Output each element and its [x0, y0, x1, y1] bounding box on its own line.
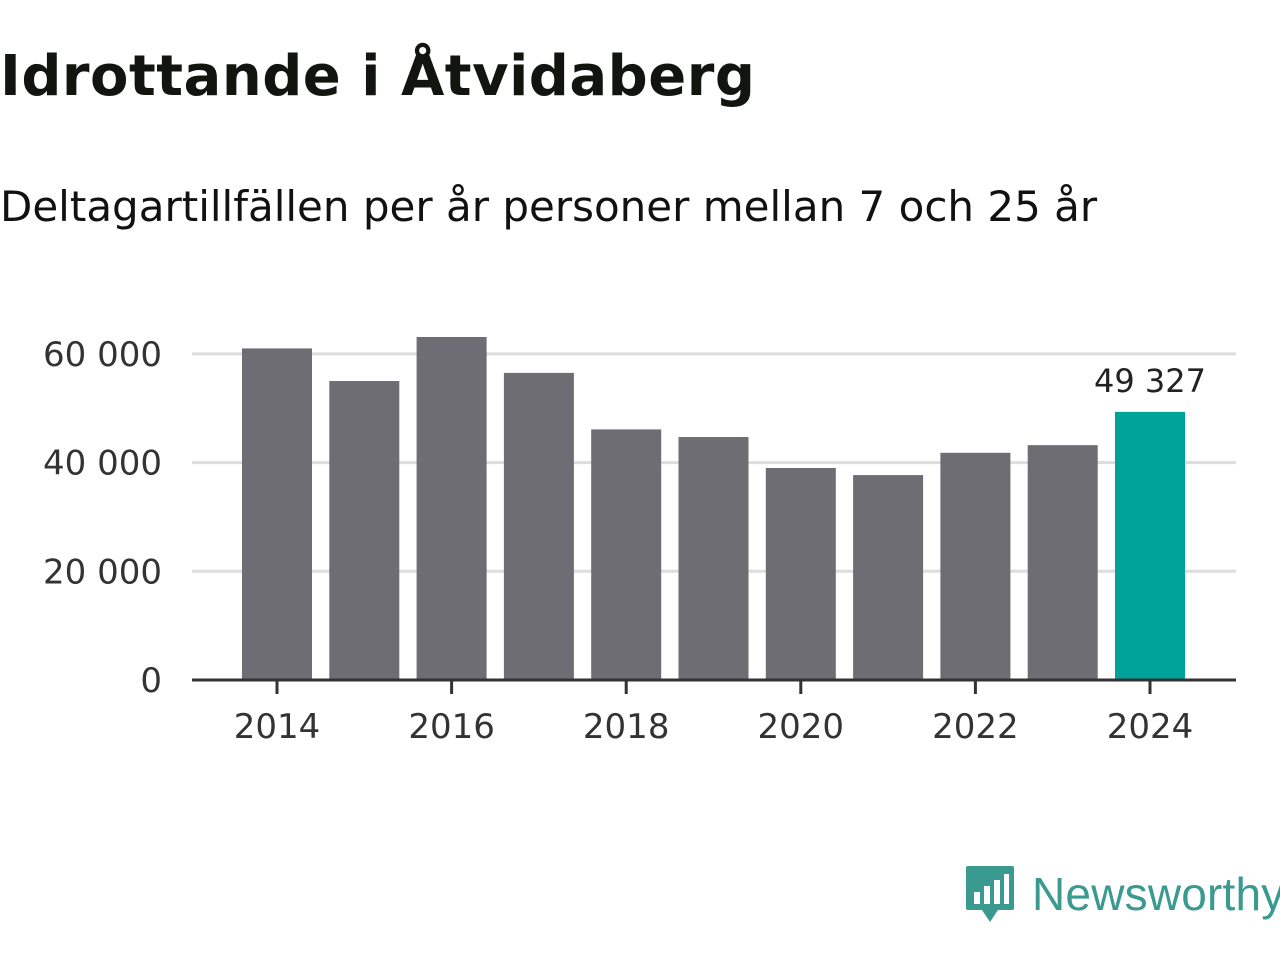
chart-title: Idrottande i Åtvidaberg	[0, 44, 756, 109]
x-tick-label: 2024	[1107, 707, 1194, 747]
bar	[416, 337, 487, 680]
bar	[1027, 445, 1098, 680]
bar	[591, 429, 662, 680]
x-tick-label: 2014	[234, 707, 321, 747]
bar	[329, 381, 400, 680]
x-tick-label: 2018	[583, 707, 670, 747]
y-tick-label: 20 000	[43, 552, 162, 592]
bar	[242, 348, 312, 680]
bar	[503, 372, 574, 680]
y-tick-label: 60 000	[43, 335, 162, 375]
newsworthy-logo: Newsworthy	[964, 864, 1280, 924]
x-tick-label: 2022	[932, 707, 1019, 747]
newsworthy-logo-icon	[966, 866, 1014, 922]
bar	[678, 437, 749, 680]
chart-subtitle: Deltagartillfällen per år personer mella…	[0, 182, 1098, 231]
bar	[940, 452, 1011, 680]
bar	[765, 468, 836, 680]
y-tick-label: 0	[140, 661, 162, 701]
bar-highlight	[1115, 411, 1185, 680]
y-tick-label: 40 000	[43, 444, 162, 484]
x-tick-label: 2020	[758, 707, 845, 747]
bar	[853, 475, 924, 680]
x-tick-label: 2016	[408, 707, 495, 747]
brand-name: Newsworthy	[1032, 868, 1280, 920]
bar-chart: 0 20 000 40 000 60 000 49 327 2014 2016 2018 202…	[43, 335, 1236, 747]
data-label: 49 327	[1094, 362, 1206, 400]
